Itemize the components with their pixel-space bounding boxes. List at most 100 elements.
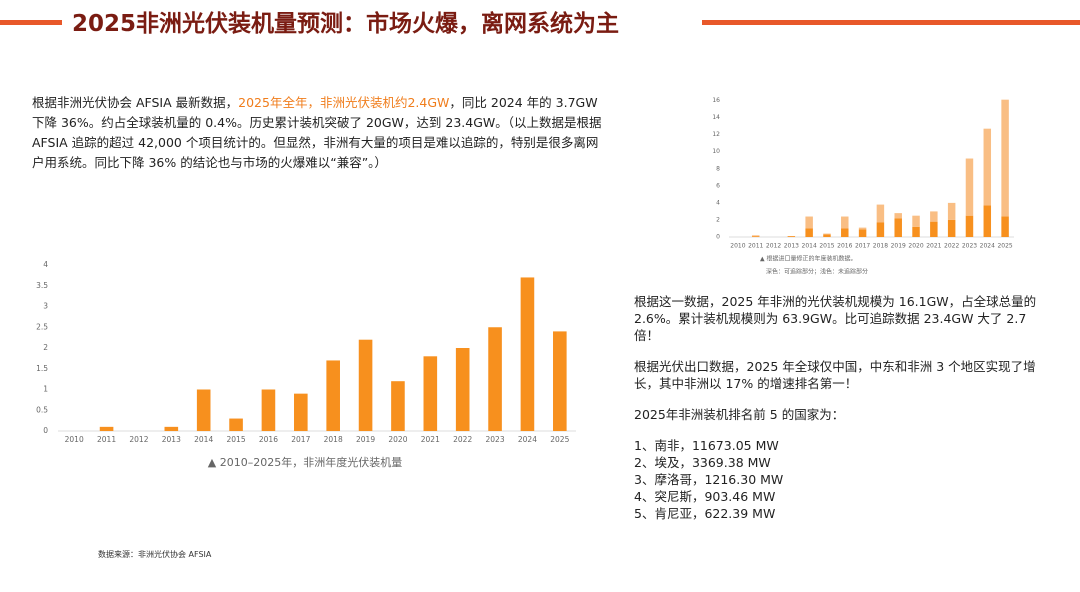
x-tick-label: 2022 <box>944 243 959 250</box>
chart-caption: ▲ 根据进口量修正的年度装机数据。 <box>760 255 857 263</box>
y-tick-label: 4 <box>43 260 48 269</box>
bar-segment <box>965 158 974 216</box>
x-tick-label: 2023 <box>962 243 977 250</box>
bar <box>164 426 179 431</box>
x-tick-label: 2011 <box>97 435 116 444</box>
bar <box>423 356 438 431</box>
slide-title: 2025非洲光伏装机量预测：市场火爆，离网系统为主 <box>72 11 620 37</box>
x-tick-label: 2019 <box>356 435 375 444</box>
y-tick-label: 1 <box>43 385 48 394</box>
x-tick-label: 2012 <box>766 243 781 250</box>
intro-rest: ，同比 2024 年的 3.7GW 下降 36%。约占全球装机量的 0.4%。历… <box>32 95 602 170</box>
x-tick-label: 2018 <box>324 435 343 444</box>
paragraph: 根据这一数据，2025 年非洲的光伏装机规模为 16.1GW，占全球总量的 2.… <box>634 294 1037 343</box>
bar <box>261 389 276 431</box>
ranking-item: 5、肯尼亚，622.39 MW <box>634 506 776 521</box>
bar-segment <box>858 229 867 237</box>
x-tick-label: 2023 <box>486 435 505 444</box>
bar <box>196 389 211 431</box>
y-tick-label: 12 <box>712 131 720 138</box>
bar-segment <box>823 233 831 235</box>
x-tick-label: 2021 <box>421 435 440 444</box>
x-tick-label: 2016 <box>837 243 852 250</box>
x-tick-label: 2013 <box>784 243 799 250</box>
x-tick-label: 2015 <box>819 243 834 250</box>
title-rule <box>702 20 1080 25</box>
y-tick-label: 2.5 <box>36 322 48 331</box>
y-tick-label: 0 <box>43 426 48 435</box>
bar-segment <box>805 216 813 229</box>
chart-note: 深色：可追踪部分；浅色：未追踪部分 <box>766 268 868 276</box>
y-tick-label: 8 <box>716 165 720 172</box>
bar-segment <box>751 235 760 237</box>
bar-segment <box>947 219 956 237</box>
y-tick-label: 2 <box>716 216 720 223</box>
x-tick-label: 2013 <box>162 435 181 444</box>
y-tick-label: 10 <box>712 148 720 155</box>
bar <box>553 331 567 431</box>
bar <box>455 348 470 431</box>
x-tick-label: 2014 <box>194 435 213 444</box>
bar <box>326 360 340 431</box>
bar-segment <box>1001 99 1009 217</box>
bar <box>358 339 373 431</box>
bar-segment <box>841 228 849 237</box>
intro-highlight: 2025年全年，非洲光伏装机约2.4GW <box>238 95 450 110</box>
bar-segment <box>1001 216 1009 237</box>
source-note: 数据来源：非洲光伏协会 AFSIA <box>98 550 212 559</box>
y-tick-label: 16 <box>712 97 720 104</box>
x-tick-label: 2019 <box>891 243 906 250</box>
bar-segment <box>947 202 956 220</box>
intro-paragraph: 根据非洲光伏协会 AFSIA 最新数据，2025年全年，非洲光伏装机约2.4GW… <box>32 93 604 173</box>
bar-segment <box>965 215 974 237</box>
bar-segment <box>912 226 920 237</box>
right-text: 根据这一数据，2025 年非洲的光伏装机规模为 16.1GW，占全球总量的 2.… <box>634 293 1054 522</box>
y-tick-label: 14 <box>712 114 720 121</box>
bar-segment <box>930 211 938 222</box>
x-tick-label: 2016 <box>259 435 278 444</box>
bar-segment <box>805 228 813 237</box>
x-tick-label: 2010 <box>730 243 745 250</box>
bar-segment <box>823 234 831 237</box>
bar-segment <box>876 204 885 223</box>
y-tick-label: 0.5 <box>36 405 48 414</box>
chart-caption: ▲ 2010–2025年，非洲年度光伏装机量 <box>208 455 402 469</box>
x-tick-label: 2024 <box>980 243 995 250</box>
bar <box>229 418 243 431</box>
y-tick-label: 6 <box>716 182 720 189</box>
x-tick-label: 2017 <box>855 243 870 250</box>
x-tick-label: 2020 <box>908 243 923 250</box>
bar-segment <box>841 216 849 229</box>
paragraph: 2025年非洲装机排名前 5 的国家为： <box>634 407 845 422</box>
bar <box>294 393 308 431</box>
x-tick-label: 2020 <box>388 435 407 444</box>
ranking-item: 2、埃及，3369.38 MW <box>634 455 771 470</box>
bar-segment <box>858 227 867 230</box>
x-tick-label: 2010 <box>65 435 84 444</box>
paragraph: 根据光伏出口数据，2025 年全球仅中国，中东和非洲 3 个地区实现了增长，其中… <box>634 359 1036 391</box>
bar-segment <box>787 236 796 237</box>
ranking-item: 4、突尼斯，903.46 MW <box>634 489 776 504</box>
bar <box>488 327 502 431</box>
bar-segment <box>912 215 920 227</box>
bar-segment <box>876 222 885 237</box>
y-tick-label: 3 <box>43 302 48 311</box>
bar <box>99 426 114 431</box>
x-tick-label: 2022 <box>453 435 472 444</box>
y-tick-label: 3.5 <box>36 281 48 290</box>
x-tick-label: 2012 <box>129 435 148 444</box>
y-tick-label: 0 <box>716 234 720 241</box>
ranking-item: 1、南非，11673.05 MW <box>634 438 779 453</box>
bar-segment <box>983 205 992 237</box>
x-tick-label: 2024 <box>518 435 537 444</box>
y-tick-label: 2 <box>43 343 48 352</box>
bar-segment <box>751 236 760 237</box>
x-tick-label: 2011 <box>748 243 763 250</box>
bar-segment <box>930 221 938 237</box>
title-rule <box>0 20 62 25</box>
x-tick-label: 2018 <box>873 243 888 250</box>
bar-segment <box>983 128 992 206</box>
x-tick-label: 2021 <box>926 243 941 250</box>
